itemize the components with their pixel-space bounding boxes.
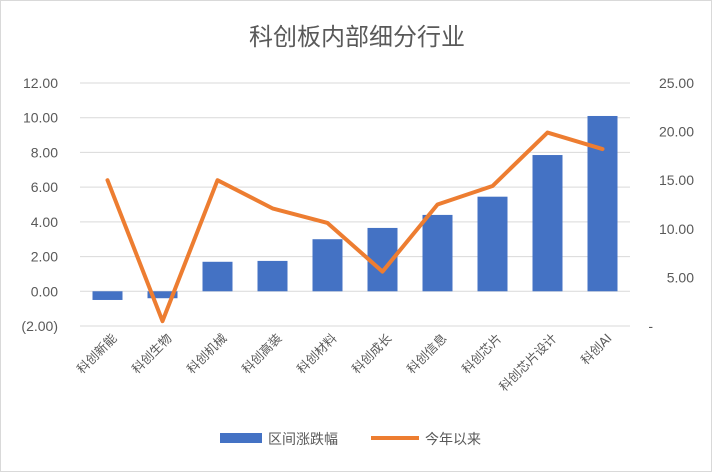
left-tick-label: 0.00 bbox=[31, 283, 58, 299]
left-axis: (2.00) 0.00 2.00 4.00 6.00 8.00 10.00 12.00 bbox=[21, 75, 58, 334]
left-tick-label: 10.00 bbox=[23, 110, 58, 126]
bar-科创高装 bbox=[257, 260, 288, 292]
bar-科创AI bbox=[587, 115, 618, 292]
left-tick-label: 8.00 bbox=[31, 144, 58, 160]
right-tick-label: 25.00 bbox=[659, 75, 694, 91]
legend-line-label: 今年以来 bbox=[425, 432, 481, 448]
chart-title: 科创板内部细分行业 bbox=[249, 23, 465, 51]
category-label: 科创信息 bbox=[404, 331, 450, 377]
legend-bar-label: 区间涨跌幅 bbox=[268, 432, 338, 448]
category-label: 科创芯片 bbox=[459, 331, 505, 377]
legend-bar-swatch bbox=[220, 433, 262, 443]
right-tick-label: 10.00 bbox=[659, 221, 694, 237]
bar-series bbox=[92, 115, 618, 300]
left-tick-label: 4.00 bbox=[31, 214, 58, 230]
left-tick-label: 6.00 bbox=[31, 179, 58, 195]
left-tick-label: 12.00 bbox=[23, 75, 58, 91]
right-axis: - 5.00 10.00 15.00 20.00 25.00 bbox=[648, 75, 694, 334]
bar-科创芯片 bbox=[477, 196, 508, 292]
category-label: 科创材料 bbox=[294, 330, 340, 376]
line-今年以来 bbox=[105, 130, 605, 324]
right-tick-label: - bbox=[648, 318, 653, 334]
legend: 区间涨跌幅 今年以来 bbox=[220, 432, 481, 448]
category-label: 科创新能 bbox=[74, 330, 120, 376]
right-tick-label: 20.00 bbox=[659, 124, 694, 140]
line-series bbox=[105, 130, 605, 324]
left-tick-label: 2.00 bbox=[31, 249, 58, 265]
category-label: 科创生物 bbox=[129, 331, 175, 377]
category-label: 科创芯片设计 bbox=[496, 331, 560, 395]
right-tick-label: 5.00 bbox=[667, 269, 694, 285]
category-label: 科创AI bbox=[578, 331, 615, 368]
left-tick-label: (2.00) bbox=[21, 318, 58, 334]
category-label: 科创成长 bbox=[349, 330, 395, 376]
bar-科创芯片设计 bbox=[532, 155, 563, 292]
bar-科创机械 bbox=[202, 261, 233, 292]
bar-科创新能 bbox=[92, 291, 123, 300]
bar-科创生物 bbox=[147, 291, 178, 299]
category-label: 科创机械 bbox=[184, 330, 230, 376]
category-label: 科创高装 bbox=[239, 331, 285, 377]
bar-科创信息 bbox=[422, 214, 453, 292]
right-tick-label: 15.00 bbox=[659, 172, 694, 188]
bar-科创材料 bbox=[312, 239, 343, 292]
